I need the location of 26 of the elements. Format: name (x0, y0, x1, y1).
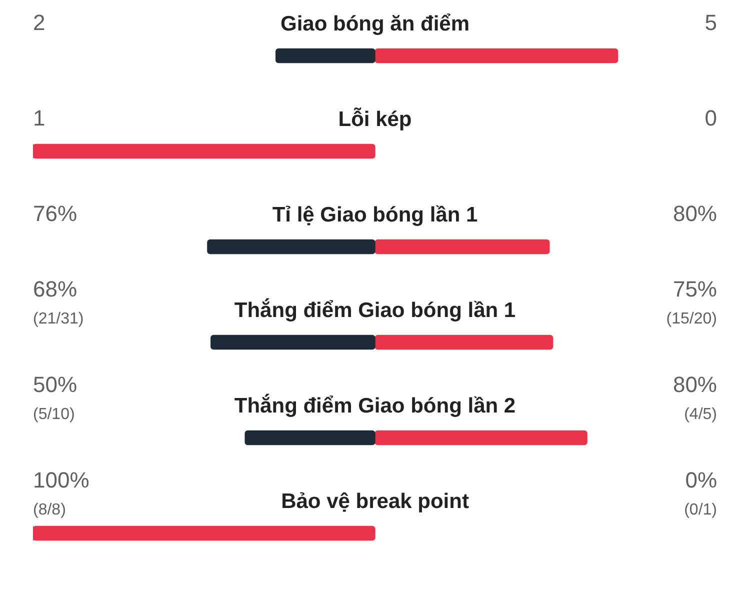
annotation: 100% (8/8) (33, 467, 90, 519)
text: 80% (672, 200, 717, 226)
bar (207, 239, 376, 254)
annotation: 2 (33, 10, 46, 35)
bar (374, 239, 550, 254)
text: 5 (704, 10, 717, 35)
annotation: 1 (33, 105, 46, 130)
y-tick-label: Giao bóng ăn điểm (280, 12, 470, 36)
text: 0 (704, 105, 717, 130)
bar (275, 48, 376, 64)
bar (374, 334, 554, 350)
y-tick-label: Tỉ lệ Giao bóng lần 1 (272, 204, 478, 227)
y-tick-label: Thắng điểm Giao bóng lần 1 (234, 298, 516, 322)
annotation: 68% (21/31) (33, 276, 84, 328)
text: 0% (0/1) (684, 467, 717, 519)
y-tick-label: Lỗi kép (338, 107, 412, 132)
bar (374, 48, 618, 64)
y-tick-label: Bảo vệ break point (281, 490, 469, 514)
text: 75% (15/20) (666, 276, 717, 328)
bar (244, 430, 376, 446)
y-tick-label: Thắng điểm Giao bóng lần 2 (234, 394, 516, 418)
text: 80% (4/5) (672, 372, 717, 424)
bar (210, 334, 376, 350)
annotation: 76% (33, 200, 78, 226)
bar (374, 430, 588, 446)
annotation: 50% (5/10) (33, 372, 78, 424)
